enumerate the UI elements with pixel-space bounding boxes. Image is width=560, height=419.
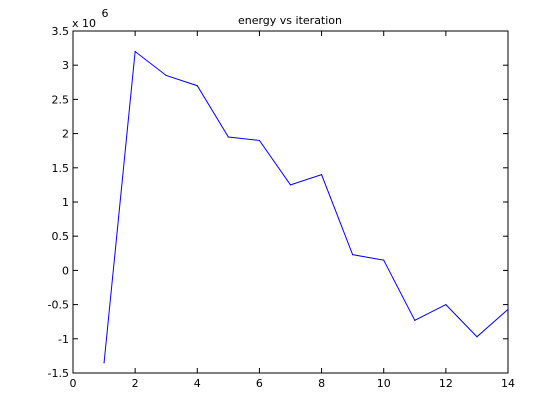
y-axis-multiplier-base: x 10 bbox=[72, 17, 96, 30]
x-tick-label: 2 bbox=[132, 377, 139, 390]
x-tick-label: 8 bbox=[318, 377, 325, 390]
y-axis-multiplier-exponent: 6 bbox=[102, 7, 109, 20]
data-point bbox=[103, 362, 105, 364]
data-point bbox=[289, 184, 292, 186]
y-tick-label: -1.5 bbox=[48, 367, 69, 380]
x-tick-label: 4 bbox=[194, 377, 201, 390]
data-point bbox=[507, 308, 509, 310]
data-point bbox=[320, 174, 323, 176]
y-tick-label: 3.5 bbox=[52, 25, 70, 38]
data-point bbox=[134, 50, 136, 53]
y-tick-label: -1 bbox=[58, 333, 69, 346]
data-point bbox=[414, 319, 416, 321]
data-point bbox=[227, 136, 229, 138]
data-point bbox=[165, 74, 167, 77]
chart-title: energy vs iteration bbox=[238, 14, 342, 27]
y-tick-label: 2.5 bbox=[52, 93, 70, 106]
x-tick-label: 14 bbox=[501, 377, 515, 390]
y-tick-label: -0.5 bbox=[48, 299, 69, 312]
x-tick-label: 0 bbox=[70, 377, 77, 390]
x-tick-label: 6 bbox=[256, 377, 263, 390]
y-tick-label: 1 bbox=[62, 196, 69, 209]
y-tick-label: 2 bbox=[62, 128, 69, 141]
data-point bbox=[258, 139, 261, 142]
series-layer bbox=[103, 50, 509, 364]
y-tick-label: 3 bbox=[62, 59, 69, 72]
series-line bbox=[103, 50, 509, 363]
y-axis-ticks: -1.5 -1 -0.5 0 0.5 1 1.5 2 2.5 3 3.5 bbox=[48, 25, 508, 380]
data-point bbox=[445, 304, 447, 306]
x-tick-label: 10 bbox=[377, 377, 391, 390]
data-point bbox=[352, 254, 354, 256]
y-tick-label: 1.5 bbox=[52, 162, 70, 175]
y-axis-multiplier: x 10 6 bbox=[72, 7, 109, 30]
x-axis-ticks: 0 2 4 6 8 10 12 14 bbox=[70, 31, 515, 390]
x-tick-label: 12 bbox=[439, 377, 453, 390]
y-tick-label: 0.5 bbox=[52, 230, 70, 243]
data-point bbox=[196, 85, 198, 87]
data-point bbox=[476, 336, 478, 338]
y-tick-label: 0 bbox=[62, 264, 69, 277]
data-point bbox=[383, 259, 385, 261]
plot-area bbox=[72, 30, 509, 374]
